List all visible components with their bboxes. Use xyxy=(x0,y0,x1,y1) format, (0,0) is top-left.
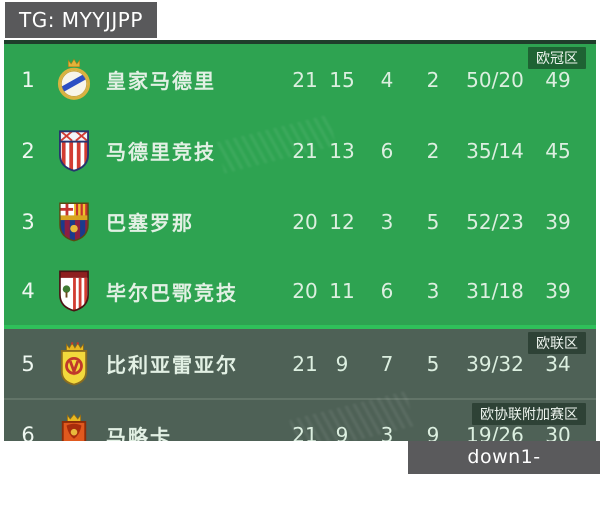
goals-for-against: 50/20 xyxy=(466,67,524,92)
athletic-bilbao-logo xyxy=(52,269,96,313)
rank: 2 xyxy=(21,138,35,163)
goals-for-against: 19/26 xyxy=(466,423,524,441)
barcelona-logo xyxy=(52,202,96,242)
losses: 2 xyxy=(426,67,440,92)
villarreal-logo xyxy=(52,341,96,387)
draws: 3 xyxy=(380,423,394,441)
table-row: 4 毕尔巴鄂竞技 20 11 6 3 31/18 39 xyxy=(4,257,596,325)
draws: 4 xyxy=(380,67,394,92)
goals-for-against: 39/32 xyxy=(466,351,524,376)
points: 39 xyxy=(545,279,571,303)
rank: 1 xyxy=(21,67,35,92)
matches-played: 21 xyxy=(292,138,318,163)
goals-for-against: 52/23 xyxy=(466,209,524,234)
draws: 7 xyxy=(380,351,394,376)
rank: 3 xyxy=(21,209,35,234)
league-standings-table: 1 皇家马德里 21 15 4 2 50/20 49 欧冠区 2 xyxy=(4,40,596,441)
matches-played: 20 xyxy=(292,209,318,234)
table-row: 3 xyxy=(4,186,596,257)
champions-league-zone-badge: 欧冠区 xyxy=(528,47,586,69)
site-watermark: down1-kysports.com xyxy=(408,441,600,501)
telegram-channel-label: TG: MYYJJPP xyxy=(5,2,157,38)
team-name: 马德里竞技 xyxy=(106,140,216,164)
points: 34 xyxy=(545,351,571,376)
points: 45 xyxy=(545,138,571,163)
losses: 9 xyxy=(426,423,440,441)
points: 30 xyxy=(545,423,571,441)
matches-played: 20 xyxy=(292,279,318,303)
atletico-madrid-logo xyxy=(52,129,96,173)
table-row: 1 皇家马德里 21 15 4 2 50/20 49 欧冠区 xyxy=(4,44,596,115)
table-row: 5 比利亚雷亚尔 21 9 7 5 39/32 34 欧联区 xyxy=(4,329,596,398)
wins: 13 xyxy=(329,138,355,163)
losses: 5 xyxy=(426,351,440,376)
conference-playoff-zone-badge: 欧协联附加赛区 xyxy=(472,403,586,425)
matches-played: 21 xyxy=(292,423,318,441)
table-top-border xyxy=(4,40,596,44)
team-name: 皇家马德里 xyxy=(106,69,216,93)
goals-for-against: 35/14 xyxy=(466,138,524,163)
draws: 6 xyxy=(380,279,394,303)
muted-row-divider xyxy=(4,398,596,400)
wins: 15 xyxy=(329,67,355,92)
wins: 9 xyxy=(335,351,349,376)
matches-played: 21 xyxy=(292,67,318,92)
points: 39 xyxy=(545,209,571,234)
goals-for-against: 31/18 xyxy=(466,279,524,303)
rank: 6 xyxy=(21,423,35,441)
mallorca-logo xyxy=(52,412,96,441)
bright-green-divider xyxy=(4,325,596,329)
losses: 3 xyxy=(426,279,440,303)
team-name: 马略卡 xyxy=(106,424,172,442)
points: 49 xyxy=(545,67,571,92)
team-name: 毕尔巴鄂竞技 xyxy=(106,280,238,305)
wins: 9 xyxy=(335,423,349,441)
matches-played: 21 xyxy=(292,351,318,376)
team-name: 比利亚雷亚尔 xyxy=(106,353,238,377)
table-row: 2 马德里竞技 21 13 6 2 35/14 45 xyxy=(4,115,596,186)
team-name: 巴塞罗那 xyxy=(106,211,194,235)
table-row: 6 马略卡 21 9 3 9 19/26 30 欧协联附加赛区 xyxy=(4,400,596,441)
wins: 11 xyxy=(329,279,355,303)
rank: 5 xyxy=(21,351,35,376)
draws: 3 xyxy=(380,209,394,234)
real-madrid-logo xyxy=(52,58,96,102)
wins: 12 xyxy=(329,209,355,234)
europa-league-zone-badge: 欧联区 xyxy=(528,332,586,354)
draws: 6 xyxy=(380,138,394,163)
losses: 2 xyxy=(426,138,440,163)
losses: 5 xyxy=(426,209,440,234)
rank: 4 xyxy=(21,279,35,303)
